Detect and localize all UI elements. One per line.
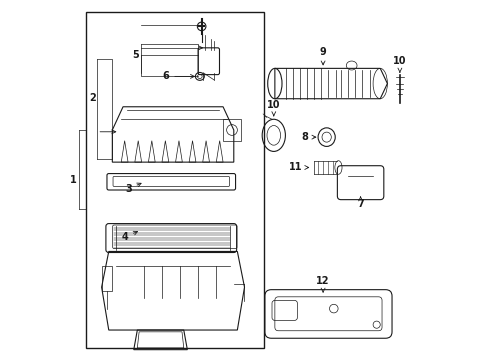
Text: 9: 9 [319, 47, 326, 65]
Text: 7: 7 [357, 199, 363, 209]
Text: 1: 1 [70, 175, 77, 185]
Text: 3: 3 [125, 183, 141, 194]
Text: 8: 8 [301, 132, 315, 142]
Text: 10: 10 [266, 100, 280, 116]
Bar [85, 12, 264, 348]
Text: 10: 10 [392, 57, 406, 72]
Text: 12: 12 [316, 276, 329, 292]
Text: 4: 4 [121, 231, 137, 242]
Text: 2: 2 [89, 93, 96, 103]
Text: 5: 5 [132, 50, 139, 60]
Text: 11: 11 [288, 162, 308, 172]
Text: 6: 6 [162, 71, 194, 81]
